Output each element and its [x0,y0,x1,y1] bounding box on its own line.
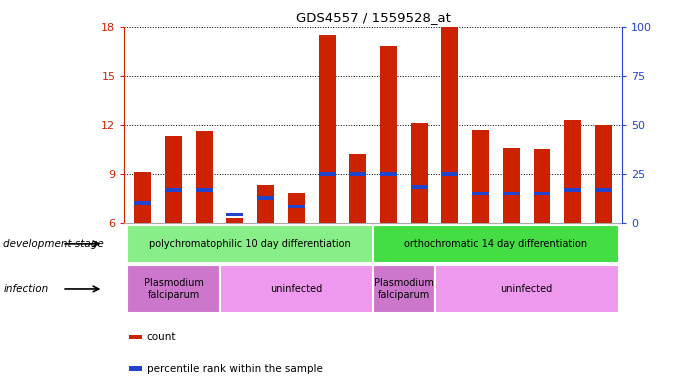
Bar [129,366,142,371]
Text: polychromatophilic 10 day differentiation: polychromatophilic 10 day differentiatio… [149,239,351,249]
Bar [319,172,336,175]
Bar [350,154,366,223]
Bar [410,123,428,223]
Bar [127,265,220,313]
Bar [373,225,619,263]
Bar [503,148,520,223]
Bar [288,194,305,223]
Bar [565,188,581,192]
Title: GDS4557 / 1559528_at: GDS4557 / 1559528_at [296,11,451,24]
Bar [227,218,243,223]
Bar [472,130,489,223]
Bar [350,172,366,175]
Text: development stage: development stage [3,239,104,249]
Bar [503,192,520,195]
Bar [129,335,142,339]
Bar [257,185,274,223]
Bar [127,225,373,263]
Bar [196,188,213,192]
Text: percentile rank within the sample: percentile rank within the sample [146,364,323,374]
Bar [533,192,551,195]
Bar [165,188,182,192]
Text: uninfected: uninfected [500,284,553,294]
Bar [373,265,435,313]
Text: count: count [146,332,176,342]
Bar [319,35,336,223]
Text: infection: infection [3,284,48,294]
Bar [196,131,213,223]
Bar [472,192,489,195]
Bar [227,213,243,216]
Bar [410,185,428,189]
Text: uninfected: uninfected [270,284,323,294]
Bar [288,205,305,208]
Bar [380,172,397,175]
Bar [595,188,612,192]
Bar [595,125,612,223]
Bar [134,201,151,205]
Bar [442,172,458,175]
Text: Plasmodium
falciparum: Plasmodium falciparum [144,278,203,300]
Bar [220,265,373,313]
Bar [134,172,151,223]
Bar [435,265,619,313]
Text: Plasmodium
falciparum: Plasmodium falciparum [374,278,434,300]
Bar [565,120,581,223]
Bar [533,149,551,223]
Bar [165,136,182,223]
Bar [380,46,397,223]
Text: orthochromatic 14 day differentiation: orthochromatic 14 day differentiation [404,239,587,249]
Bar [257,197,274,200]
Bar [442,27,458,223]
